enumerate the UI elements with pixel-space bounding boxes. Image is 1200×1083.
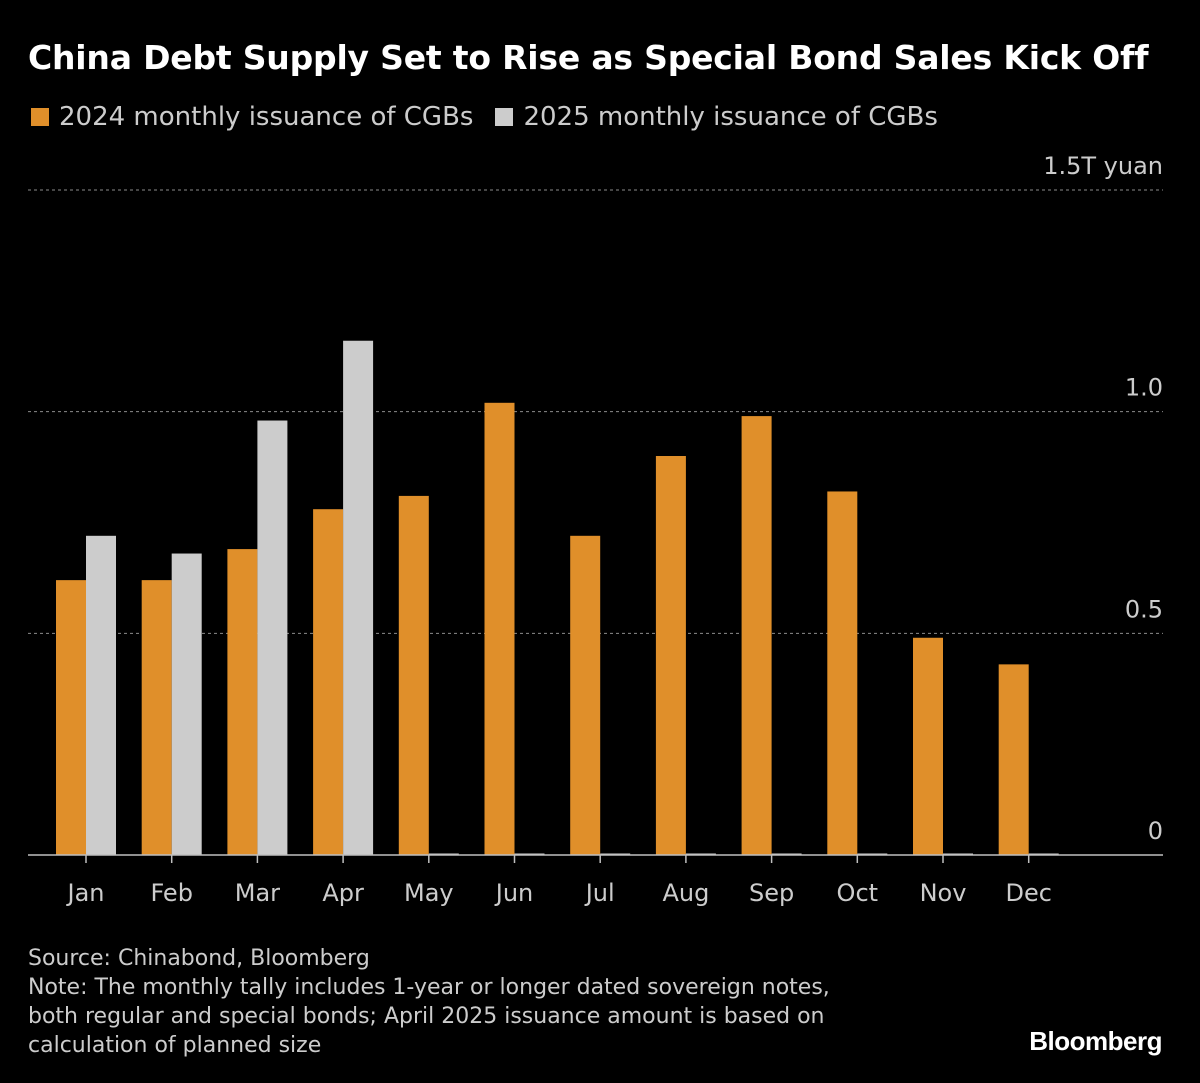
legend-swatch-2024 [31, 108, 49, 126]
note-text: Note: The monthly tally includes 1-year … [28, 975, 830, 1058]
legend-item-2025: 2025 monthly issuance of CGBs [495, 102, 938, 132]
y-tick-label: 1.0 [1125, 374, 1163, 402]
x-tick-label: Jan [66, 879, 105, 907]
x-axis [28, 854, 1163, 863]
legend-swatch-2025 [495, 108, 514, 126]
bar-2024-jul [570, 535, 601, 855]
bars [56, 340, 1059, 855]
bloomberg-logo: Bloomberg [1029, 1026, 1162, 1056]
bar-2024-sep [741, 416, 772, 855]
bar-2024-aug [655, 456, 686, 855]
bar-2024-jun [484, 402, 515, 855]
x-tick-label: May [404, 879, 454, 907]
chart-title: China Debt Supply Set to Rise as Special… [28, 38, 1149, 77]
x-tick-label: Feb [150, 879, 193, 907]
x-tick-label: Oct [837, 879, 879, 907]
bar-2024-mar [227, 549, 258, 855]
x-tick-label: Sep [749, 879, 794, 907]
bar-2025-mar [257, 420, 288, 855]
y-tick-labels: 0 0.5 1.0 1.5T yuan [1043, 152, 1163, 845]
legend: 2024 monthly issuance of CGBs 2025 month… [31, 102, 960, 132]
x-tick-label: Nov [920, 879, 967, 907]
bar-2024-nov [913, 637, 943, 855]
x-tick-label: Jul [584, 879, 615, 907]
source-text: Source: Chinabond, Bloomberg [28, 946, 370, 971]
x-tick-label: Apr [322, 879, 364, 907]
footer: Source: Chinabond, Bloomberg Note: The m… [28, 944, 958, 1060]
bar-2024-feb [141, 580, 172, 855]
bar-2024-oct [827, 491, 858, 855]
bar-2025-feb [171, 553, 202, 855]
legend-item-2024: 2024 monthly issuance of CGBs [31, 102, 473, 132]
bar-2024-may [398, 495, 429, 855]
bar-2025-apr [343, 340, 374, 855]
bar-2024-jan [56, 580, 86, 855]
bar-chart: 0 0.5 1.0 1.5T yuan Jan Feb Mar Apr May Jun Jul Au… [28, 152, 1163, 907]
y-tick-label: 0 [1148, 817, 1163, 845]
x-tick-label: Aug [662, 879, 709, 907]
y-tick-label: 0.5 [1125, 595, 1163, 623]
x-tick-label: Dec [1005, 879, 1051, 907]
bar-2024-apr [313, 509, 344, 855]
x-tick-labels: Jan Feb Mar Apr May Jun Jul Aug Sep Oct Nov Dec [66, 879, 1052, 907]
x-tick-label: Mar [235, 879, 280, 907]
legend-label-2024: 2024 monthly issuance of CGBs [59, 102, 474, 132]
bar-2025-jan [86, 535, 116, 855]
legend-label-2025: 2025 monthly issuance of CGBs [523, 102, 938, 132]
y-tick-label: 1.5T yuan [1043, 152, 1163, 180]
x-tick-label: Jun [494, 879, 534, 907]
bar-2024-dec [998, 664, 1029, 855]
